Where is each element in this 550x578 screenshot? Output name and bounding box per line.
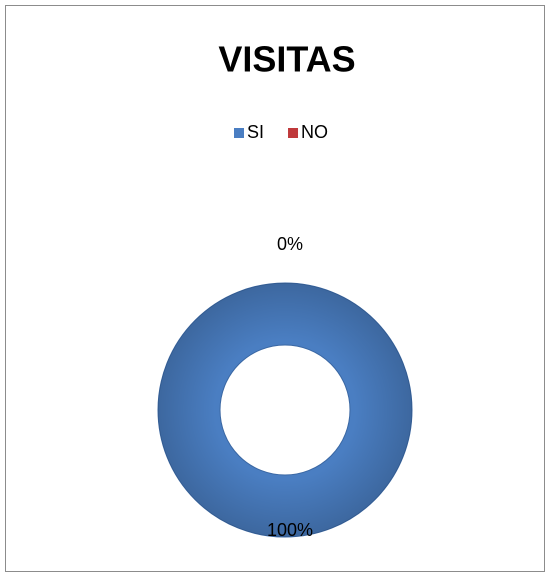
- legend-label: SI: [247, 122, 264, 142]
- data-label: 100%: [267, 520, 313, 540]
- chart-title: VISITAS: [218, 39, 355, 80]
- data-label: 0%: [277, 234, 303, 254]
- segment-shade: [158, 283, 412, 537]
- legend-label: NO: [301, 122, 328, 142]
- legend-swatch: [234, 128, 244, 138]
- legend-swatch: [288, 128, 299, 138]
